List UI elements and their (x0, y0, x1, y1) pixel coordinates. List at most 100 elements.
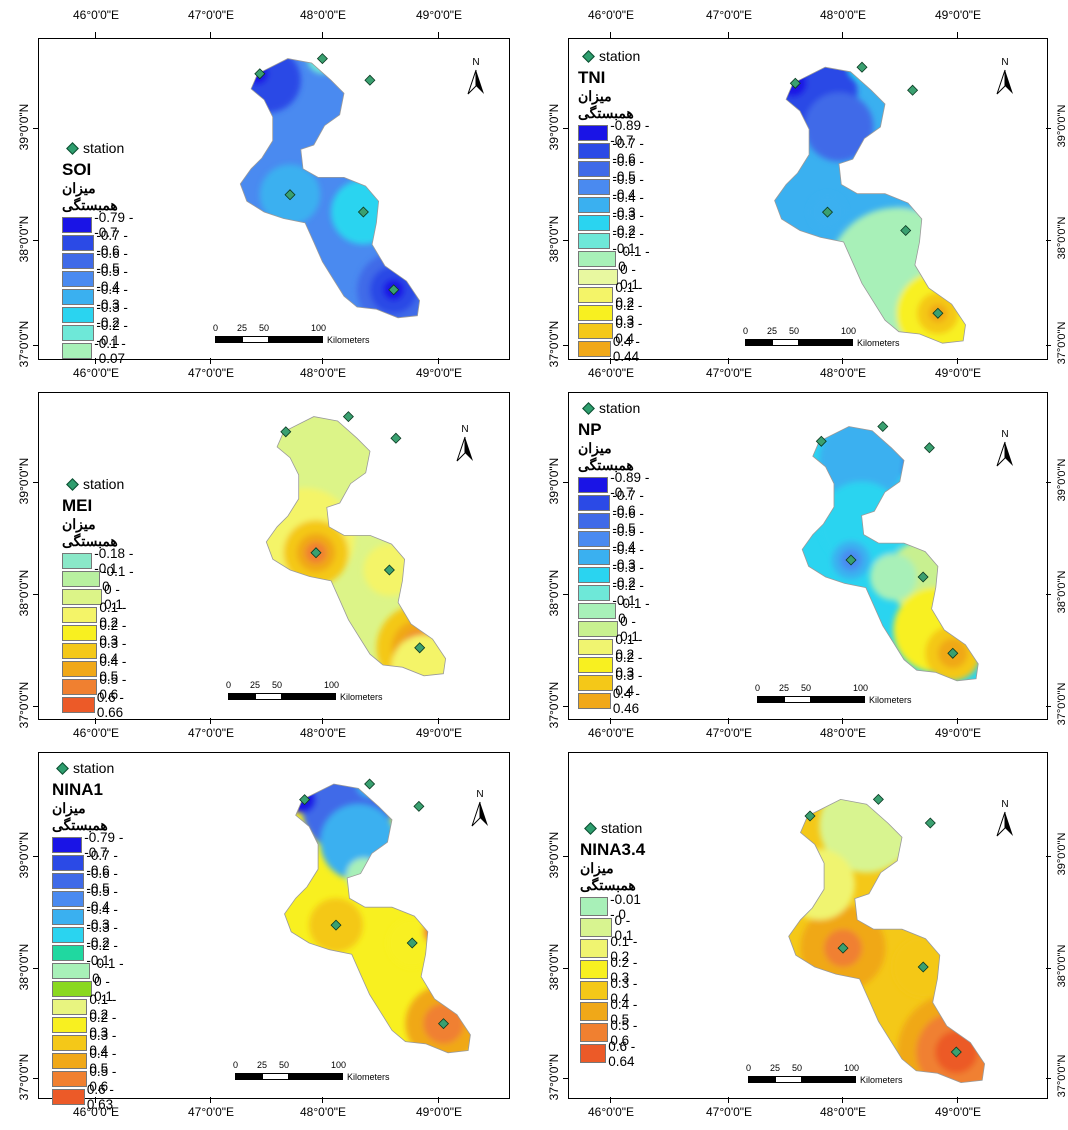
legend-class: 0.3 - 0.4 (580, 976, 649, 1006)
legend-class: -0.6 - -0.5 (62, 246, 139, 276)
legend-class: -0.3 - -0.2 (578, 208, 655, 238)
scale-number: 50 (272, 680, 283, 690)
legend-class-label: 0 - 0.1 (620, 262, 639, 292)
lat-tick-mark (563, 968, 568, 969)
station-marker (414, 642, 426, 654)
lon-tick-mark (322, 32, 323, 38)
legend-swatch (580, 939, 609, 958)
lon-tick-mark (842, 718, 843, 724)
lon-tick-mark (438, 718, 439, 724)
lon-tick-label: 46°0'0"E (73, 1105, 120, 1119)
station-marker (383, 564, 395, 576)
lon-tick-label: 47°0'0"E (706, 1105, 753, 1119)
lat-tick-label: 39°0'0"N (17, 457, 31, 505)
legend-class: -0.2 - -0.1 (578, 226, 655, 256)
north-label: N (461, 424, 469, 435)
station-marker (388, 284, 400, 296)
scale-segment (775, 1076, 802, 1083)
lat-tick-label-right: 37°0'0"N (1056, 321, 1068, 365)
north-arrow-icon: N (470, 790, 490, 830)
legend-swatch (62, 307, 95, 323)
legend-swatch (580, 918, 613, 937)
legend-class: 0.2 - 0.3 (52, 1010, 129, 1040)
legend-swatch (578, 675, 614, 691)
lat-tick-mark (1046, 240, 1051, 241)
lat-tick-mark (1046, 345, 1051, 346)
legend-class-label: -0.79 - -0.7 (94, 210, 134, 240)
legend-class-label: 0 - 0.1 (620, 614, 639, 644)
legend-swatch (52, 1035, 88, 1051)
legend-class: -0.4 - -0.3 (52, 902, 129, 932)
legend-swatch (578, 531, 611, 547)
legend-class: -0.5 - -0.4 (62, 264, 139, 294)
legend-class-label: 0.2 - 0.3 (615, 650, 643, 680)
legend-class: -0.5 - -0.4 (578, 172, 655, 202)
legend-swatch (62, 553, 93, 569)
station-marker (330, 919, 342, 931)
legend-swatch (578, 161, 611, 177)
legend-swatch (62, 643, 98, 659)
lon-tick-label: 48°0'0"E (300, 1105, 347, 1119)
lon-tick-label: 49°0'0"E (416, 726, 463, 740)
legend-station-entry: station (62, 140, 139, 156)
scale-number: 0 (755, 683, 761, 693)
legend-class-label: 0.2 - 0.3 (610, 954, 638, 985)
lat-tick-mark (1046, 594, 1051, 595)
legend-swatch (578, 269, 619, 285)
lon-tick-mark (957, 358, 958, 364)
station-marker (310, 547, 322, 559)
lat-tick-mark (563, 345, 568, 346)
legend-swatch (52, 873, 85, 889)
legend-swatch (578, 513, 611, 529)
station-marker (299, 794, 311, 806)
lat-tick-mark (563, 706, 568, 707)
legend-class-label: 0.4 - 0.5 (610, 996, 638, 1027)
legend-swatch (578, 143, 611, 159)
legend-class: 0.6 - 0.64 (580, 1039, 649, 1069)
legend-swatch (52, 1071, 88, 1087)
legend-title: میزان همبستگی (62, 516, 118, 549)
legend-class-label: 0.1 - 0.2 (99, 600, 127, 630)
correlation-zone (346, 857, 382, 894)
station-marker (815, 435, 827, 447)
lat-tick-label: 39°0'0"N (547, 457, 561, 505)
legend-class-label: -0.18 - -0.1 (94, 546, 134, 576)
legend-class: 0 - 0.1 (578, 614, 655, 644)
legend-class: -0.5 - -0.4 (52, 884, 129, 914)
legend-class: 0.6 - 0.66 (62, 690, 139, 720)
legend-class: 0 - 0.1 (580, 913, 649, 943)
scale-unit: Kilometers (857, 338, 900, 348)
scale-bar: 0 25 50 100 Kilometers (213, 323, 395, 347)
lon-tick-mark (842, 1097, 843, 1103)
lat-tick-label-right: 39°0'0"N (1056, 458, 1068, 502)
legend-swatch (52, 837, 83, 853)
legend-class: -0.7 - -0.6 (52, 848, 129, 878)
legend-title: میزان همبستگی (62, 180, 118, 213)
lon-tick-label: 49°0'0"E (935, 726, 982, 740)
legend-swatch (62, 589, 103, 605)
station-marker (845, 554, 857, 566)
lon-tick-label: 46°0'0"E (73, 366, 120, 380)
scale-number: 0 (233, 1060, 239, 1070)
legend-title: میزان همبستگی (52, 800, 108, 833)
legend-swatch (52, 999, 88, 1015)
legend-class: 0.1 - 0.2 (578, 280, 655, 310)
legend-class: -0.79 - -0.7 (52, 830, 129, 860)
lon-tick-mark (728, 718, 729, 724)
legend-swatch (578, 693, 611, 709)
legend-swatch (578, 549, 611, 565)
legend-class-label: -0.3 - -0.2 (86, 920, 118, 950)
legend-swatch (52, 1053, 88, 1069)
scale-segment (282, 693, 336, 700)
lon-tick-mark (95, 718, 96, 724)
legend-swatch (62, 625, 98, 641)
legend-class-label: -0.01 - 0 (610, 891, 641, 922)
legend-class-label: -0.2 - -0.1 (612, 226, 644, 256)
lon-tick-label: 47°0'0"E (188, 8, 235, 22)
legend-class: -0.7 - -0.6 (62, 228, 139, 258)
legend-class: 0.3 - 0.4 (578, 668, 655, 698)
legend-swatch (580, 1002, 609, 1021)
lat-tick-label-right: 37°0'0"N (1056, 1054, 1068, 1098)
lat-tick-label-right: 39°0'0"N (1056, 104, 1068, 148)
scale-segment (811, 696, 865, 703)
